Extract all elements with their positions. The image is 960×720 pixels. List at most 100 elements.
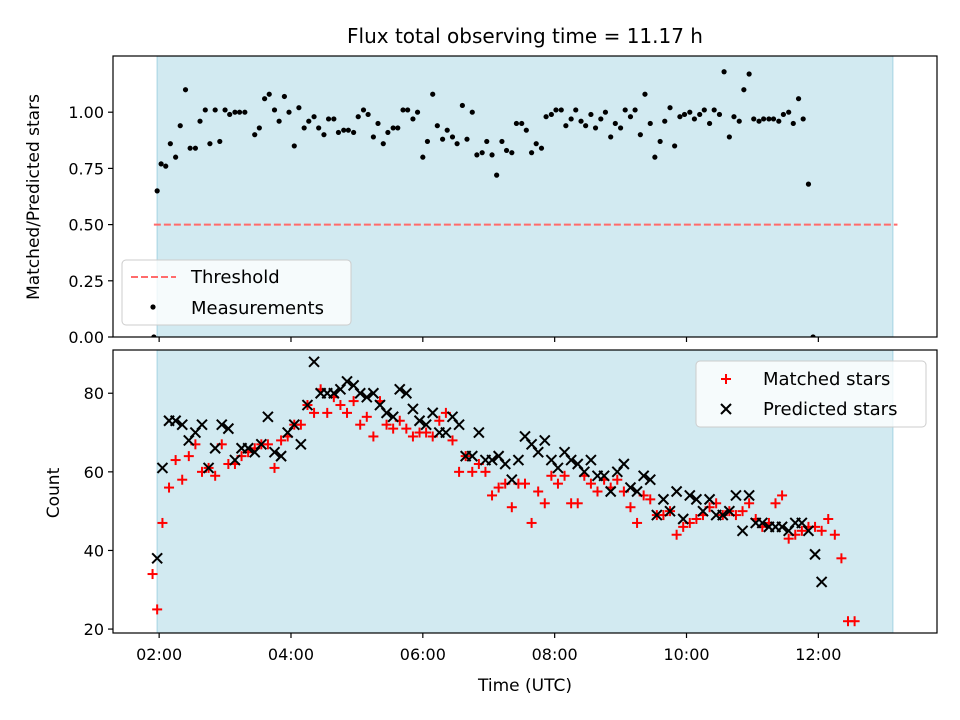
predicted-star-point [420, 418, 432, 431]
measurement-point [617, 125, 624, 131]
matched-star-point [434, 415, 445, 426]
measurement-point [385, 129, 391, 136]
predicted-star-point [394, 383, 406, 396]
predicted-star-point [644, 474, 656, 486]
measurement-point [776, 118, 782, 124]
measurement-point [800, 116, 806, 122]
legend-matched-swatch [721, 374, 731, 384]
matched-star-point [777, 490, 788, 501]
matched-star-point [520, 478, 530, 489]
measurement-point [721, 69, 727, 75]
predicted-star-point [202, 462, 215, 474]
predicted-star-point [552, 462, 564, 474]
matched-star-point [421, 427, 432, 438]
legend-measurements-swatch [150, 304, 156, 310]
legend-box [121, 259, 352, 326]
measurement-point [242, 109, 248, 115]
measurement-point [484, 138, 490, 145]
measurement-point [232, 109, 238, 115]
measurement-point [355, 114, 361, 120]
measurement-point [642, 91, 648, 97]
predicted-star-point [578, 466, 591, 478]
measurement-point [701, 107, 707, 113]
measurement-point [657, 138, 663, 145]
measurement-point [212, 107, 218, 113]
measurement-point [222, 107, 228, 113]
measurement-point [726, 134, 732, 140]
measurement-point [256, 125, 262, 131]
measurement-point [177, 123, 183, 129]
matched-star-point [849, 616, 860, 627]
y-axis-label-count: Count [44, 467, 64, 518]
matched-star-point [183, 451, 194, 462]
matched-star-point [480, 466, 491, 477]
measurement-point [731, 114, 737, 120]
top-panel: 0.00 0.25 0.50 0.75 1.00 Threshold Measurement… [68, 55, 938, 347]
measurement-point [286, 109, 292, 115]
measurement-point [316, 125, 322, 131]
measurement-point [158, 161, 164, 167]
measurement-point [795, 96, 802, 102]
predicted-star-point [631, 485, 643, 498]
matched-star-point [823, 514, 834, 525]
predicted-star-point [275, 450, 287, 462]
measurement-point [662, 118, 668, 124]
measurement-point [207, 141, 213, 147]
predicted-star-point [618, 458, 630, 470]
predicted-star-point [473, 426, 485, 439]
predicted-star-point [776, 521, 788, 533]
legend-box [695, 360, 927, 428]
matched-star-point [836, 553, 847, 564]
predicted-star-point [690, 493, 703, 506]
measurement-point [741, 87, 747, 93]
y-tick-label: 0.00 [68, 328, 104, 347]
matched-star-point [546, 470, 557, 481]
measurement-point [325, 116, 332, 122]
measurement-point [266, 91, 272, 97]
predicted-star-point [756, 517, 769, 529]
measurement-point [746, 71, 752, 77]
measurement-point [494, 172, 500, 178]
predicted-star-point [413, 415, 426, 427]
predicted-star-point [802, 525, 815, 537]
measurement-point [365, 111, 371, 118]
matched-star-point [671, 529, 682, 540]
matched-star-point [506, 502, 517, 513]
measurement-point [672, 143, 678, 149]
measurement-point [790, 120, 796, 127]
measurement-point [351, 129, 357, 136]
measurement-point [489, 152, 495, 158]
matched-star-point [447, 435, 458, 446]
matched-star-point [691, 514, 702, 525]
axes-frame [112, 55, 938, 338]
predicted-star-point [222, 422, 235, 435]
measurement-point [464, 136, 470, 142]
predicted-star-point [809, 548, 821, 561]
measurement-point [583, 123, 589, 129]
measurement-point [647, 120, 653, 127]
y-tick-label: 60 [84, 463, 104, 482]
measurement-point [197, 118, 203, 124]
legend-predicted-swatch [720, 403, 732, 415]
y-tick-label: 20 [84, 620, 104, 639]
matched-star-point [454, 466, 465, 477]
measurement-point [553, 107, 559, 113]
measurement-point [167, 141, 173, 147]
predicted-star-point [354, 387, 366, 399]
measurement-point [622, 107, 628, 113]
matched-star-point [262, 439, 273, 450]
predicted-star-point [229, 454, 241, 466]
matched-star-point [147, 569, 158, 580]
predicted-star-point [328, 387, 340, 399]
matched-star-point [585, 478, 596, 489]
predicted-star-point [427, 407, 439, 419]
measurement-point [192, 145, 198, 151]
measurement-point [716, 111, 723, 118]
x-axis-label-time: Time (UTC) [477, 676, 572, 696]
measurement-point [306, 118, 312, 124]
predicted-star-point [604, 485, 617, 498]
measurement-point [291, 143, 297, 149]
legend-predicted-label: Predicted stars [763, 399, 897, 420]
measurement-point [543, 114, 549, 120]
measurement-point [711, 107, 717, 113]
